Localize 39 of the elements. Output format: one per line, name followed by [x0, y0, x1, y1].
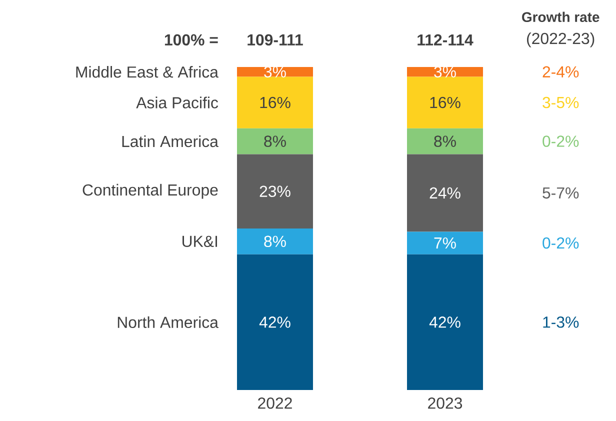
series-label: Asia Pacific — [136, 96, 218, 108]
series-label: Continental Europe — [82, 184, 218, 199]
data-label: 8% — [434, 136, 456, 147]
text: 0-2% — [542, 136, 579, 147]
data-label: 24% — [430, 187, 460, 199]
text: 0-2% — [542, 237, 579, 249]
data-label: 42% — [259, 316, 290, 328]
text: 3-5% — [542, 96, 579, 108]
total-label: 112-114 — [418, 34, 474, 46]
text: (2022-23) — [527, 32, 594, 48]
bar — [236, 254, 313, 390]
data-label: 42% — [429, 316, 460, 328]
data-label: 8% — [264, 136, 286, 147]
bar — [236, 128, 313, 154]
data-label: 7% — [434, 237, 456, 249]
bar — [236, 228, 313, 254]
text: 5-7% — [542, 187, 579, 199]
bar — [236, 154, 313, 228]
data-label: 8% — [264, 236, 286, 248]
bar — [236, 76, 313, 128]
text: Growth rate — [522, 12, 600, 22]
data-label: 23% — [260, 186, 290, 197]
x-tick-label: 2023 — [428, 398, 462, 409]
series-label: Latin America — [122, 135, 218, 148]
total-label: 109-111 — [248, 34, 303, 46]
series-label: UK&I — [182, 236, 218, 248]
text: 2-4% — [542, 66, 579, 78]
x-tick-label: 2022 — [258, 398, 292, 409]
text: 100% = — [164, 34, 218, 46]
series-label: Middle East & Africa — [76, 66, 218, 78]
series-label: North America — [118, 316, 218, 328]
data-label: 16% — [430, 96, 460, 108]
bar — [407, 154, 484, 232]
bar — [407, 128, 484, 154]
data-label: 16% — [260, 96, 290, 108]
bar — [407, 232, 484, 254]
bar — [407, 76, 484, 128]
bar — [407, 254, 484, 390]
text: 1-3% — [543, 316, 579, 328]
